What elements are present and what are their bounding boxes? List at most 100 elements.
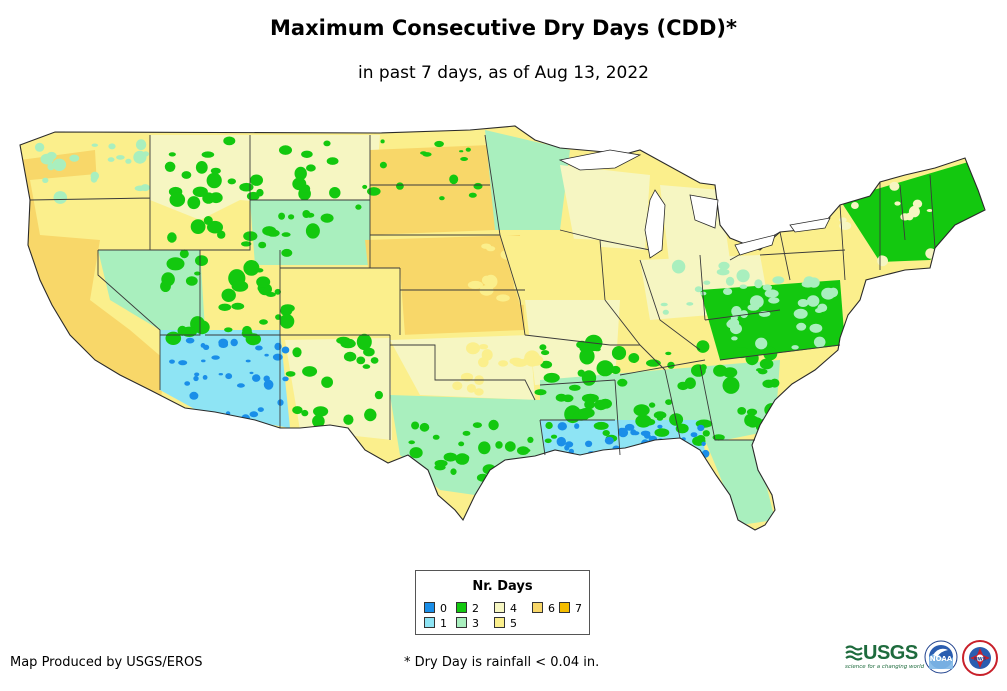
speckle (571, 264, 585, 271)
speckle (768, 442, 786, 451)
lake-michigan (644, 189, 666, 259)
speckle (594, 399, 608, 411)
speckle (496, 294, 510, 302)
legend-swatch-7 (559, 602, 570, 613)
speckle (187, 196, 201, 210)
speckle (764, 289, 779, 298)
legend-item-4: 4 (494, 602, 517, 614)
speckle (320, 213, 334, 223)
speckle (958, 241, 967, 250)
speckle (380, 139, 385, 144)
speckle (718, 261, 730, 270)
region-oklahoma-4 (390, 335, 535, 400)
speckle (770, 378, 780, 388)
speckle (46, 151, 57, 160)
usgs-logo: USGS science for a changing world (845, 642, 924, 674)
speckle (210, 167, 221, 175)
speckle (301, 150, 313, 158)
usgs-wordmark: USGS (863, 642, 918, 664)
lake-erie (734, 234, 776, 256)
speckle (667, 446, 676, 451)
speckle (194, 271, 201, 276)
speckle (593, 421, 609, 430)
speckle (524, 350, 540, 367)
speckle (379, 161, 387, 169)
speckle (815, 308, 823, 313)
speckle (617, 378, 628, 387)
speckle (675, 423, 689, 434)
speckle (478, 441, 491, 455)
speckle (478, 357, 489, 368)
speckle (736, 269, 750, 283)
speckle (301, 409, 309, 417)
speckle (193, 375, 199, 382)
region-nebraska-kansas-6 (365, 235, 525, 335)
speckle (116, 155, 125, 160)
speckle (91, 143, 99, 147)
speckle (722, 376, 740, 394)
speckle (355, 204, 362, 210)
speckle (755, 421, 773, 433)
legend-label-6: 6 (548, 602, 555, 615)
speckle (633, 404, 650, 417)
speckle (142, 151, 149, 157)
speckle (292, 347, 302, 358)
speckle (288, 214, 295, 220)
speckle (662, 309, 669, 315)
speckle (305, 212, 315, 218)
speckle (321, 376, 333, 388)
speckle (408, 440, 416, 445)
speckle (651, 440, 668, 458)
speckle (356, 356, 366, 365)
speckle (161, 272, 175, 287)
legend-swatch-1 (424, 617, 435, 628)
speckle (466, 342, 480, 355)
speckle (169, 192, 186, 207)
speckle (329, 187, 341, 199)
speckle (125, 158, 132, 164)
speckle (164, 161, 176, 172)
usgs-tagline: science for a changing world (845, 664, 925, 670)
speckle (194, 372, 200, 377)
speckle (250, 174, 263, 186)
speckle (166, 257, 185, 271)
speckle (565, 441, 574, 448)
speckle (223, 136, 236, 146)
legend-label-4: 4 (510, 602, 517, 615)
speckle (630, 429, 637, 436)
speckle (192, 186, 208, 197)
speckle (256, 188, 264, 197)
speckle (905, 212, 914, 221)
speckle (671, 259, 686, 274)
speckle (713, 364, 728, 377)
speckle (279, 145, 292, 155)
speckle (272, 353, 283, 361)
speckle (53, 191, 68, 204)
speckle (543, 372, 560, 383)
legend-label-7: 7 (575, 602, 582, 615)
speckle (703, 280, 711, 285)
speckle (301, 184, 311, 193)
speckle (739, 284, 748, 289)
legend-swatch-2 (456, 602, 467, 613)
speckle (468, 192, 477, 198)
speckle (195, 161, 208, 174)
legend-item-5: 5 (494, 617, 517, 629)
speckle (282, 376, 289, 382)
speckle (343, 351, 357, 362)
speckle (467, 280, 483, 289)
speckle (646, 359, 661, 367)
region-oregon-5 (30, 170, 150, 240)
speckle (241, 185, 248, 190)
speckle (134, 185, 146, 192)
speckle (249, 371, 254, 375)
speckle (277, 399, 284, 406)
speckle (644, 433, 651, 439)
legend-label-1: 1 (440, 617, 447, 630)
speckle (540, 360, 553, 369)
speckle (326, 157, 339, 165)
speckle (772, 276, 785, 284)
speckle (459, 150, 464, 153)
speckle (723, 288, 733, 295)
speckle (252, 374, 261, 382)
